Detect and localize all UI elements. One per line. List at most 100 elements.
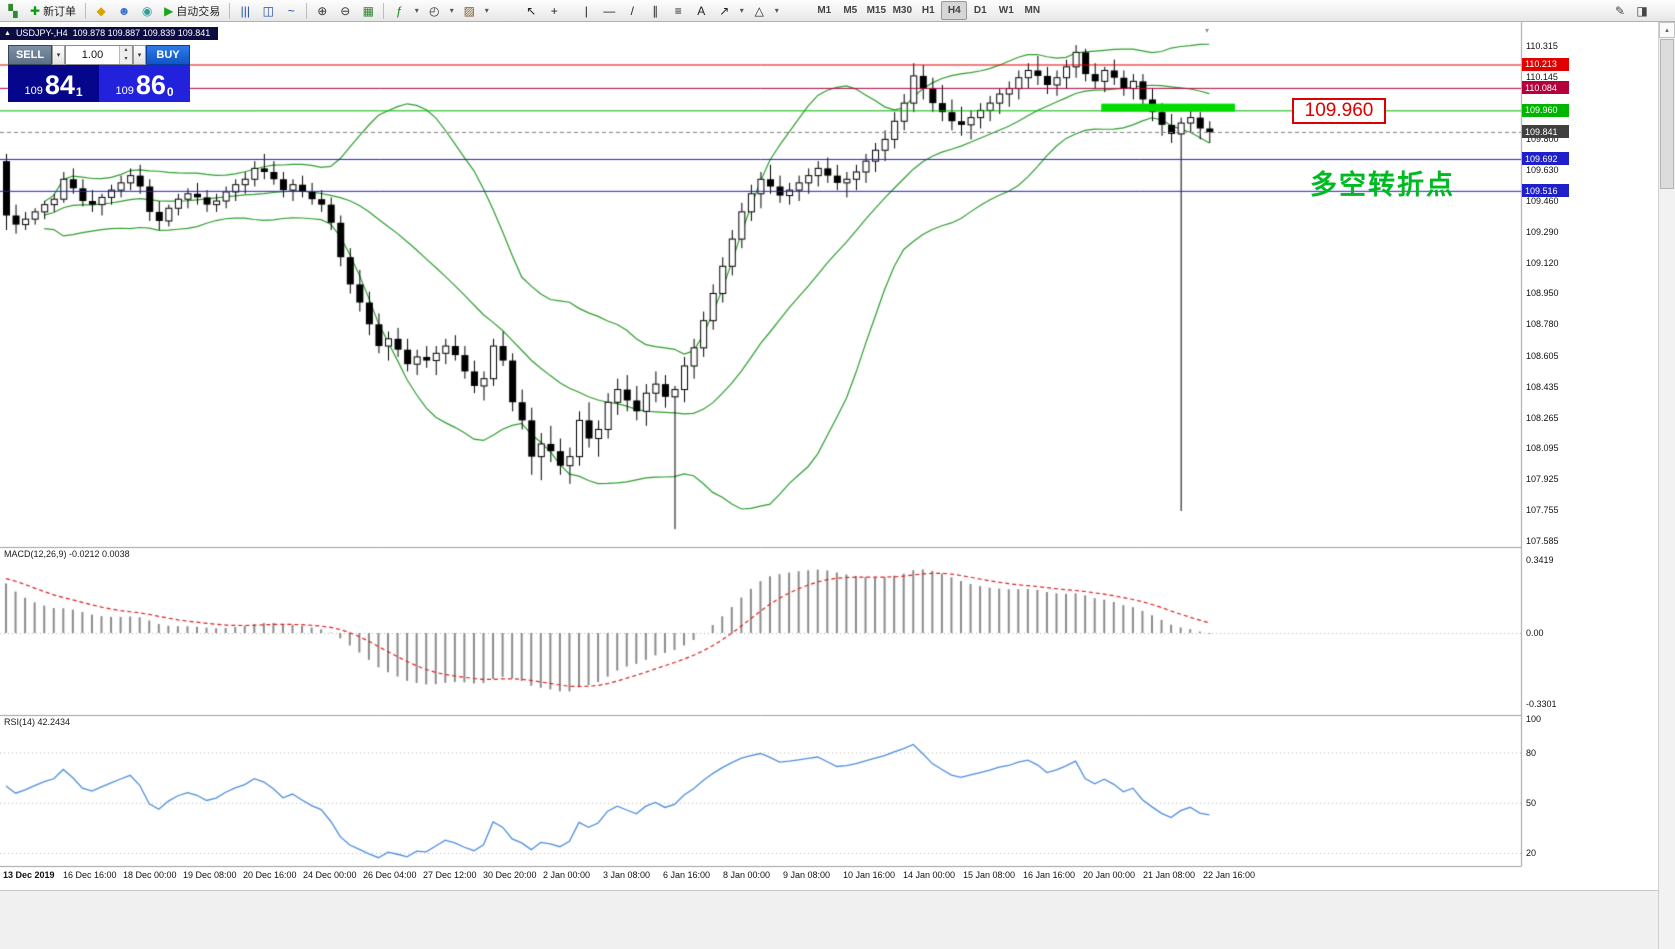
axis-tick-label: 110.145: [1526, 71, 1558, 82]
price-badge: 110.213: [1522, 57, 1569, 71]
turning-point-text[interactable]: 多空转折点: [1310, 170, 1455, 200]
crosshair-icon[interactable]: +: [543, 1, 565, 20]
vertical-line-icon[interactable]: |: [575, 1, 597, 20]
layout-icon[interactable]: ◨: [1631, 1, 1653, 20]
bar-chart-icon[interactable]: |||: [234, 1, 256, 20]
time-tick-label: 20 Dec 16:00: [243, 870, 297, 880]
templates-icon[interactable]: ▨: [458, 1, 480, 20]
price-annotation-box[interactable]: 109.960: [1292, 98, 1386, 124]
periods-icon[interactable]: ◴: [423, 1, 445, 20]
axis-tick-label: 0.3419: [1526, 554, 1554, 565]
timeframe-h4[interactable]: H4: [941, 1, 968, 20]
buy-price-pip: 0: [166, 85, 174, 99]
dropdown-caret-icon[interactable]: ▾: [736, 1, 747, 20]
axis-tick-label: -0.3301: [1526, 698, 1557, 709]
price-badge: 109.516: [1522, 184, 1569, 198]
data-window-icon[interactable]: ☻: [113, 1, 135, 20]
scrollbar-thumb[interactable]: [1660, 39, 1674, 189]
time-tick-label: 26 Dec 04:00: [363, 870, 417, 880]
dropdown-caret-icon[interactable]: ▾: [446, 1, 457, 20]
axis-tick-label: 109.290: [1526, 226, 1559, 237]
axis-tick-label: 0.00: [1526, 628, 1544, 638]
price-badge: 109.960: [1522, 103, 1569, 117]
scroll-up-button[interactable]: ▴: [1659, 22, 1675, 38]
timeframe-w1[interactable]: W1: [993, 1, 1019, 20]
vertical-scrollbar[interactable]: ▴: [1658, 22, 1675, 949]
shapes-icon[interactable]: △: [748, 1, 770, 20]
time-tick-label: 19 Dec 08:00: [183, 870, 237, 880]
toolbar-right-icons: ✎ ◨: [1609, 1, 1653, 20]
dropdown-caret-icon[interactable]: ▾: [411, 1, 422, 20]
spin-up-icon[interactable]: ▴: [120, 46, 132, 55]
buy-price-box[interactable]: 109 86 0: [99, 65, 190, 102]
time-axis[interactable]: 13 Dec 2019 16 Dec 16:00 18 Dec 00:00 19 De…: [0, 868, 1521, 888]
arrows-icon[interactable]: ↗: [713, 1, 735, 20]
volume-value: 1.00: [81, 49, 104, 61]
axis-tick-label: 109.800: [1526, 134, 1559, 145]
dropdown-caret-icon[interactable]: ▾: [481, 1, 492, 20]
sell-price-box[interactable]: 109 84 1: [8, 65, 99, 102]
fibonacci-icon[interactable]: ≡: [667, 1, 689, 20]
sell-price-pip: 1: [75, 85, 83, 99]
text-icon[interactable]: A: [690, 1, 712, 20]
spin-down-icon[interactable]: ▾: [120, 55, 132, 64]
time-tick-label: 6 Jan 16:00: [663, 870, 711, 880]
dropdown-caret-icon[interactable]: ▾: [771, 1, 782, 20]
volume-input[interactable]: 1.00 ▴ ▾: [65, 45, 133, 65]
toolbar-separator: [383, 2, 385, 19]
channel-icon[interactable]: ∥: [644, 1, 666, 20]
time-tick-label: 27 Dec 12:00: [423, 870, 477, 880]
axis-tick-label: 107.585: [1526, 535, 1559, 546]
chart-shift-marker-icon: ▾: [1205, 26, 1210, 35]
volume-spinner[interactable]: ▴ ▾: [119, 46, 132, 64]
timeframe-m1[interactable]: M1: [811, 1, 837, 20]
zoom-out-icon[interactable]: ⊖: [334, 1, 356, 20]
timeframe-m15[interactable]: M15: [863, 1, 889, 20]
toolbar-gap: [493, 10, 519, 11]
timeframe-m30[interactable]: M30: [889, 1, 915, 20]
tile-windows-icon[interactable]: ▦: [357, 1, 379, 20]
new-order-button[interactable]: ✚ 新订单: [25, 1, 81, 20]
auto-trading-button-icon: ▶: [164, 3, 174, 18]
axis-tick-label: 107.925: [1526, 474, 1559, 485]
navigator-icon[interactable]: ◉: [136, 1, 158, 20]
horizontal-line-icon[interactable]: —: [598, 1, 620, 20]
sell-options-caret-icon[interactable]: ▾: [52, 45, 65, 65]
new-order-button-icon: ✚: [30, 3, 41, 18]
trendline-icon[interactable]: /: [621, 1, 643, 20]
chart-title-bar: ▲ USDJPY-,H4 109.878 109.887 109.839 109…: [0, 27, 219, 40]
new-order-button-label: 新订单: [43, 5, 77, 18]
line-chart-icon[interactable]: ~: [280, 1, 302, 20]
macd-indicator-label: MACD(12,26,9) -0.0212 0.0038: [4, 549, 130, 559]
timeframe-d1[interactable]: D1: [967, 1, 993, 20]
toolbar-separator: [306, 2, 308, 19]
market-watch-icon[interactable]: ◆: [90, 1, 112, 20]
cursor-icon[interactable]: ↖: [520, 1, 542, 20]
price-badge: 109.841: [1522, 125, 1569, 139]
axis-tick-label: 109.630: [1526, 165, 1559, 176]
buy-button[interactable]: BUY: [146, 45, 190, 65]
price-axis[interactable]: 110.315 110.145 109.800 109.630 109.460 109.2…: [1522, 22, 1574, 867]
timeframe-m5[interactable]: M5: [837, 1, 863, 20]
buy-options-caret-icon[interactable]: ▾: [133, 45, 146, 65]
time-tick-label: 24 Dec 00:00: [303, 870, 357, 880]
timeframe-mn[interactable]: MN: [1019, 1, 1045, 20]
candlestick-chart-icon[interactable]: ◫: [257, 1, 279, 20]
toolbar-separator: [85, 2, 87, 19]
edit-icon[interactable]: ✎: [1609, 1, 1631, 20]
auto-trading-button[interactable]: ▶ 自动交易: [159, 1, 225, 20]
axis-tick-label: 108.950: [1526, 288, 1559, 299]
rsi-indicator-label: RSI(14) 42.2434: [4, 717, 71, 727]
app-logo-icon[interactable]: ▚: [2, 1, 24, 20]
timeframe-group: M1 M5 M15 M30 H1 H4 D1 W1 MN: [811, 1, 1045, 20]
axis-tick-label: 109.120: [1526, 257, 1559, 268]
timeframe-h1[interactable]: H1: [915, 1, 941, 20]
zoom-in-icon[interactable]: ⊕: [311, 1, 333, 20]
sell-button[interactable]: SELL: [8, 45, 52, 65]
chart-symbol-label: USDJPY-,H4: [15, 28, 68, 38]
buy-price-prefix: 109: [115, 85, 134, 97]
main-toolbar: ▚ ✚ 新订单 ◆ ☻ ◉ ▶ 自动交易 ||| ◫ ~ ⊕ ⊖ ▦ ƒ ▾ ◴ ▾ ▨ ▾ ↖ + | — / ∥ ≡ A ↗ ▾ △ ▾ M…: [0, 0, 1675, 22]
indicators-icon[interactable]: ƒ: [388, 1, 410, 20]
buy-price-big: 86: [135, 70, 166, 101]
